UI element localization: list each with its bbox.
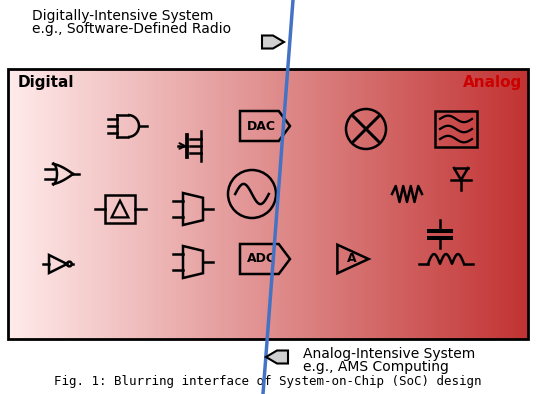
Text: Digital: Digital [18,75,75,90]
Bar [105,195,135,223]
FancyArrow shape [266,351,288,364]
Text: ADC: ADC [247,253,276,266]
Text: e.g., AMS Computing: e.g., AMS Computing [303,360,449,374]
Bar [435,111,477,147]
Text: e.g., Software-Defined Radio: e.g., Software-Defined Radio [32,22,231,36]
Text: DAC: DAC [247,119,276,132]
Text: Fig. 1: Blurring interface of System-on-Chip (SoC) design: Fig. 1: Blurring interface of System-on-… [54,375,482,388]
Text: Digitally-Intensive System: Digitally-Intensive System [32,9,213,23]
Text: Analog: Analog [463,75,522,90]
Bar [8,69,528,339]
Text: Analog-Intensive System: Analog-Intensive System [303,347,475,361]
FancyArrow shape [262,35,284,48]
Text: A: A [347,253,356,266]
